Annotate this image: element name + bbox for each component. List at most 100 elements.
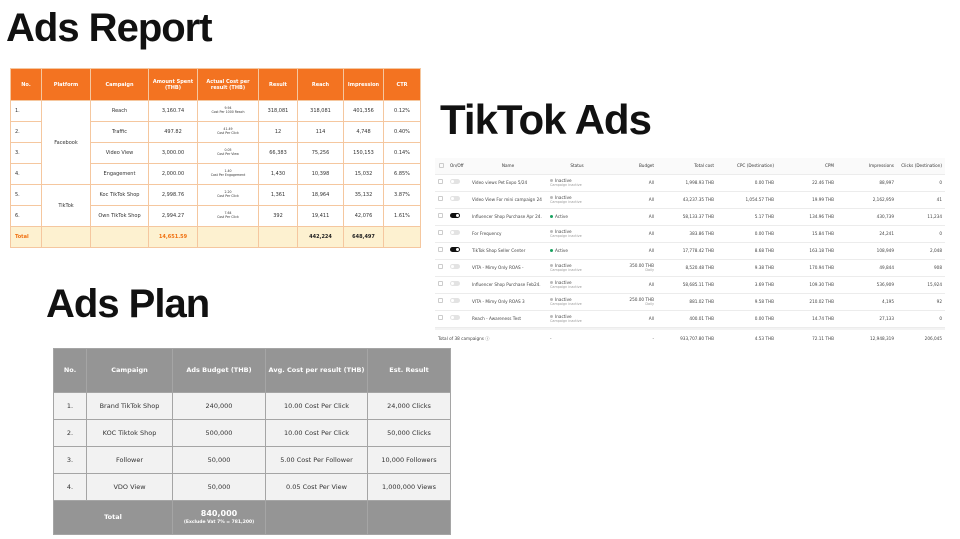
on-off-toggle[interactable] [450, 298, 460, 304]
budget-cell: All [607, 310, 657, 328]
empty-cell [258, 226, 298, 248]
result-cell: 12 [258, 121, 298, 143]
on-off-toggle[interactable] [450, 281, 460, 287]
campaign-row[interactable]: Video View For mini campaign 24 Inactive C… [435, 191, 945, 209]
toggle-cell [447, 242, 469, 260]
ads-plan-title: Ads Plan [46, 282, 210, 326]
cpc-cell: 5.17 THB [717, 208, 777, 226]
tiktok-header-cell[interactable]: Impressions [837, 158, 897, 175]
row-checkbox-cell [435, 310, 447, 328]
on-off-toggle[interactable] [450, 230, 460, 236]
report-header-cell: No. [10, 68, 42, 101]
campaign-row[interactable]: Reach - Awareness Test Inactive Campaign i… [435, 310, 945, 328]
clicks-cell: 2,048 [897, 242, 945, 260]
total-budget: - [607, 330, 657, 348]
select-all-checkbox[interactable] [438, 162, 444, 168]
campaign-row[interactable]: Influencer Shop Purchase Apr 24. Active Al… [435, 208, 945, 226]
budget-sub: Daily [645, 268, 654, 273]
cpm-cell: 134.96 THB [777, 208, 837, 226]
info-icon[interactable]: ⓘ [483, 336, 490, 342]
total-label: Total of 38 campaigns ⓘ [435, 330, 547, 348]
campaign-row[interactable]: Influencer Shop Purchase Feb24. Inactive C… [435, 276, 945, 294]
campaign-cell: KOC Tiktok Shop [86, 419, 173, 447]
campaign-cell: Follower [86, 446, 173, 474]
on-off-toggle[interactable] [450, 315, 460, 321]
campaign-name[interactable]: TikTok Shop Seller Center [469, 242, 547, 260]
ctr-cell: 1.61% [383, 205, 421, 227]
tiktok-header-cell[interactable]: CPC (Destination) [717, 158, 777, 175]
reach-cell: 18,964 [297, 184, 344, 206]
campaign-row[interactable]: VITA - Mimy Only ROAS - Inactive Campaign … [435, 259, 945, 277]
campaign-name[interactable]: Influencer Shop Purchase Feb24. [469, 276, 547, 294]
tiktok-header-cell[interactable]: Budget [607, 158, 657, 175]
status-text: Inactive [555, 194, 572, 200]
plan-header-cell: Campaign [86, 348, 173, 393]
campaign-name[interactable]: Influencer Shop Purchase Apr 24. [469, 208, 547, 226]
on-off-toggle[interactable] [450, 196, 460, 202]
ads-report-table: No. Platform Campaign Amount Spent (THB) Act… [10, 68, 421, 248]
total-label: Total [53, 500, 173, 535]
empty-cell [265, 500, 368, 535]
campaign-row[interactable]: TikTok Shop Seller Center Active All 17,778… [435, 242, 945, 260]
row-checkbox[interactable] [438, 298, 443, 304]
row-checkbox[interactable] [438, 247, 443, 253]
campaign-name[interactable]: Video views Pet Expo 5/24 [469, 174, 547, 192]
campaign-name[interactable]: VITA - Mimy Only ROAS - [469, 259, 547, 277]
status-cell: Inactive Campaign inactive [547, 174, 607, 192]
cost-unit: Cost Per Click [217, 194, 239, 198]
row-checkbox[interactable] [438, 264, 443, 270]
row-number: 6. [10, 205, 42, 227]
total-budget: 840,000 (Exclude Vat 7% = 781,200) [172, 500, 266, 535]
total-cost: 881.02 THB [657, 293, 717, 311]
tiktok-header-cell[interactable]: Name [469, 158, 547, 175]
est-result-cell: 50,000 Clicks [367, 419, 451, 447]
clicks-cell: 15,924 [897, 276, 945, 294]
clicks-cell: 92 [897, 293, 945, 311]
campaign-row[interactable]: VITA - Mimy Only ROAS 3 Inactive Campaign … [435, 293, 945, 311]
budget-cell: All [607, 242, 657, 260]
row-checkbox[interactable] [438, 213, 443, 219]
empty-cell [41, 226, 91, 248]
tiktok-header-cell[interactable]: CPM [777, 158, 837, 175]
row-checkbox[interactable] [438, 315, 443, 321]
row-checkbox[interactable] [438, 230, 443, 236]
total-cpm: 72.11 THB [777, 330, 837, 348]
tiktok-header-cell[interactable]: Clicks (Destination) [897, 158, 945, 175]
impressions-cell: 430,739 [837, 208, 897, 226]
campaign-name[interactable]: Video View For mini campaign 24 [469, 191, 547, 209]
tiktok-header-cell[interactable]: On/Off [447, 158, 469, 175]
budget-cell: 350.00 THB Daily [607, 259, 657, 277]
campaign-name[interactable]: VITA - Mimy Only ROAS 3 [469, 293, 547, 311]
row-checkbox[interactable] [438, 281, 443, 287]
tiktok-header-cell[interactable]: Total cost [657, 158, 717, 175]
campaign-name[interactable]: Reach - Awareness Test [469, 310, 547, 328]
impressions-cell: 108,949 [837, 242, 897, 260]
on-off-toggle[interactable] [450, 247, 460, 253]
row-checkbox[interactable] [438, 179, 443, 185]
status-cell: Active [547, 242, 607, 260]
est-result-cell: 10,000 Followers [367, 446, 451, 474]
cpm-cell: 163.18 THB [777, 242, 837, 260]
cost-value: 41.49 [223, 127, 233, 132]
budget-cell: All [607, 276, 657, 294]
row-checkbox[interactable] [438, 196, 443, 202]
campaign-cell: Reach [90, 100, 149, 122]
table-row: 5. TikTok Koc TikTok Shop 2,998.76 2.20 Cost … [10, 184, 421, 227]
cost-value: 2.20 [224, 190, 232, 195]
toggle-cell [447, 225, 469, 243]
ctr-cell: 0.40% [383, 121, 421, 143]
tiktok-header-cell[interactable]: Status [547, 158, 607, 175]
on-off-toggle[interactable] [450, 179, 460, 185]
total-cost: 43,237.35 THB [657, 191, 717, 209]
result-cell: 318,081 [258, 100, 298, 122]
total-label-text: Total of 38 campaigns [438, 336, 484, 342]
campaign-row[interactable]: For Frequency Inactive Campaign inactive Al… [435, 225, 945, 243]
cost-unit: Cost Per 1000 Reach [211, 110, 245, 114]
on-off-toggle[interactable] [450, 213, 460, 219]
tiktok-campaigns-table: On/Off Name Status Budget Total cost CPC (Des… [435, 158, 945, 348]
campaign-row[interactable]: Video views Pet Expo 5/24 Inactive Campaig… [435, 174, 945, 192]
reach-cell: 75,256 [297, 142, 344, 164]
campaign-name[interactable]: For Frequency [469, 225, 547, 243]
status-sub: Campaign inactive [550, 285, 582, 290]
on-off-toggle[interactable] [450, 264, 460, 270]
